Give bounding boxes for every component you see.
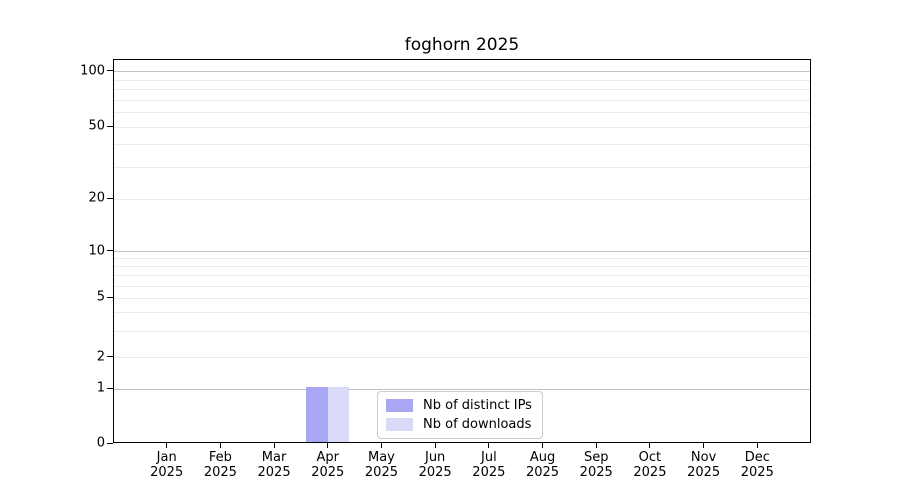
plot-area bbox=[113, 59, 811, 443]
major-gridline bbox=[114, 388, 810, 390]
y-tick-label: 20 bbox=[88, 190, 105, 206]
x-tick bbox=[649, 443, 651, 448]
x-tick-month: Apr bbox=[316, 450, 340, 465]
y-tick bbox=[107, 70, 113, 72]
y-tick-label: 10 bbox=[88, 243, 105, 259]
x-tick bbox=[327, 443, 329, 448]
x-tick-label: Mar 2025 bbox=[238, 450, 310, 480]
x-tick-year: 2025 bbox=[633, 465, 667, 480]
x-tick-label: Aug 2025 bbox=[507, 450, 579, 480]
legend-item: Nb of distinct IPs bbox=[386, 398, 532, 413]
bar bbox=[327, 387, 350, 442]
x-tick-label: Sep 2025 bbox=[560, 450, 632, 480]
x-tick-year: 2025 bbox=[687, 465, 721, 480]
y-tick-label: 5 bbox=[96, 289, 105, 305]
x-tick-year: 2025 bbox=[579, 465, 613, 480]
x-tick-label: Feb 2025 bbox=[184, 450, 256, 480]
y-tick bbox=[107, 356, 113, 358]
y-tick bbox=[107, 296, 113, 298]
x-tick-year: 2025 bbox=[257, 465, 291, 480]
x-tick-month: Nov bbox=[690, 450, 717, 465]
x-tick-label: Apr 2025 bbox=[292, 450, 364, 480]
x-tick-year: 2025 bbox=[525, 465, 560, 480]
minor-gridline bbox=[114, 166, 810, 168]
y-tick bbox=[107, 387, 113, 389]
x-tick bbox=[488, 443, 490, 448]
bar bbox=[306, 387, 328, 442]
major-gridline bbox=[114, 198, 810, 200]
minor-gridline bbox=[114, 330, 810, 332]
minor-gridline bbox=[114, 79, 810, 81]
y-tick-label: 100 bbox=[80, 63, 105, 79]
legend: Nb of distinct IPs Nb of downloads bbox=[377, 391, 543, 439]
major-gridline bbox=[114, 357, 810, 359]
x-tick-label: Jan 2025 bbox=[131, 450, 203, 480]
x-tick-month: Oct bbox=[638, 450, 662, 465]
x-tick-label: Jun 2025 bbox=[399, 450, 471, 480]
major-gridline bbox=[114, 251, 810, 253]
major-gridline bbox=[114, 126, 810, 128]
minor-gridline bbox=[114, 275, 810, 277]
y-tick bbox=[107, 250, 113, 252]
x-tick-label: Nov 2025 bbox=[668, 450, 740, 480]
x-tick-year: 2025 bbox=[418, 465, 452, 480]
x-tick-month: Feb bbox=[208, 450, 232, 465]
x-tick bbox=[434, 443, 436, 448]
x-tick bbox=[542, 443, 544, 448]
minor-gridline bbox=[114, 312, 810, 314]
x-tick-year: 2025 bbox=[150, 465, 184, 480]
y-tick bbox=[107, 197, 113, 199]
x-tick-label: Oct 2025 bbox=[614, 450, 686, 480]
legend-item: Nb of downloads bbox=[386, 417, 532, 432]
x-tick bbox=[756, 443, 758, 448]
x-tick-label: Dec 2025 bbox=[721, 450, 793, 480]
x-tick-label: Jul 2025 bbox=[453, 450, 525, 480]
legend-swatch bbox=[386, 399, 413, 412]
y-tick-label: 50 bbox=[88, 118, 105, 134]
minor-gridline bbox=[114, 112, 810, 114]
minor-gridline bbox=[114, 144, 810, 146]
x-tick-month: Dec bbox=[744, 450, 770, 465]
y-tick-label: 1 bbox=[96, 380, 105, 396]
x-tick bbox=[595, 443, 597, 448]
legend-swatch bbox=[386, 418, 413, 431]
legend-label: Nb of downloads bbox=[423, 417, 532, 432]
major-gridline bbox=[114, 71, 810, 73]
y-tick bbox=[107, 125, 113, 127]
x-tick bbox=[703, 443, 705, 448]
chart-title: foghorn 2025 bbox=[404, 35, 520, 55]
minor-gridline bbox=[114, 89, 810, 91]
minor-gridline bbox=[114, 99, 810, 101]
y-tick bbox=[107, 442, 113, 444]
x-tick-year: 2025 bbox=[311, 465, 345, 480]
minor-gridline bbox=[114, 285, 810, 287]
x-tick bbox=[166, 443, 168, 448]
y-tick-label: 0 bbox=[96, 435, 105, 451]
legend-label: Nb of distinct IPs bbox=[423, 398, 532, 413]
x-tick-month: Jul bbox=[481, 450, 497, 465]
minor-gridline bbox=[114, 258, 810, 260]
minor-gridline bbox=[114, 266, 810, 268]
x-tick-month: Aug bbox=[529, 450, 556, 465]
y-tick-label: 2 bbox=[96, 349, 105, 365]
x-tick bbox=[273, 443, 275, 448]
x-tick bbox=[380, 443, 382, 448]
x-tick-year: 2025 bbox=[203, 465, 237, 480]
x-tick-month: Jun bbox=[424, 450, 446, 465]
major-gridline bbox=[114, 297, 810, 299]
x-tick-month: Mar bbox=[261, 450, 287, 465]
x-tick bbox=[219, 443, 221, 448]
x-tick-month: Sep bbox=[583, 450, 609, 465]
x-tick-label: May 2025 bbox=[345, 450, 417, 480]
x-tick-month: Jan bbox=[156, 450, 177, 465]
x-tick-year: 2025 bbox=[740, 465, 774, 480]
x-tick-year: 2025 bbox=[472, 465, 506, 480]
x-tick-year: 2025 bbox=[364, 465, 398, 480]
x-tick-month: May bbox=[368, 450, 395, 465]
